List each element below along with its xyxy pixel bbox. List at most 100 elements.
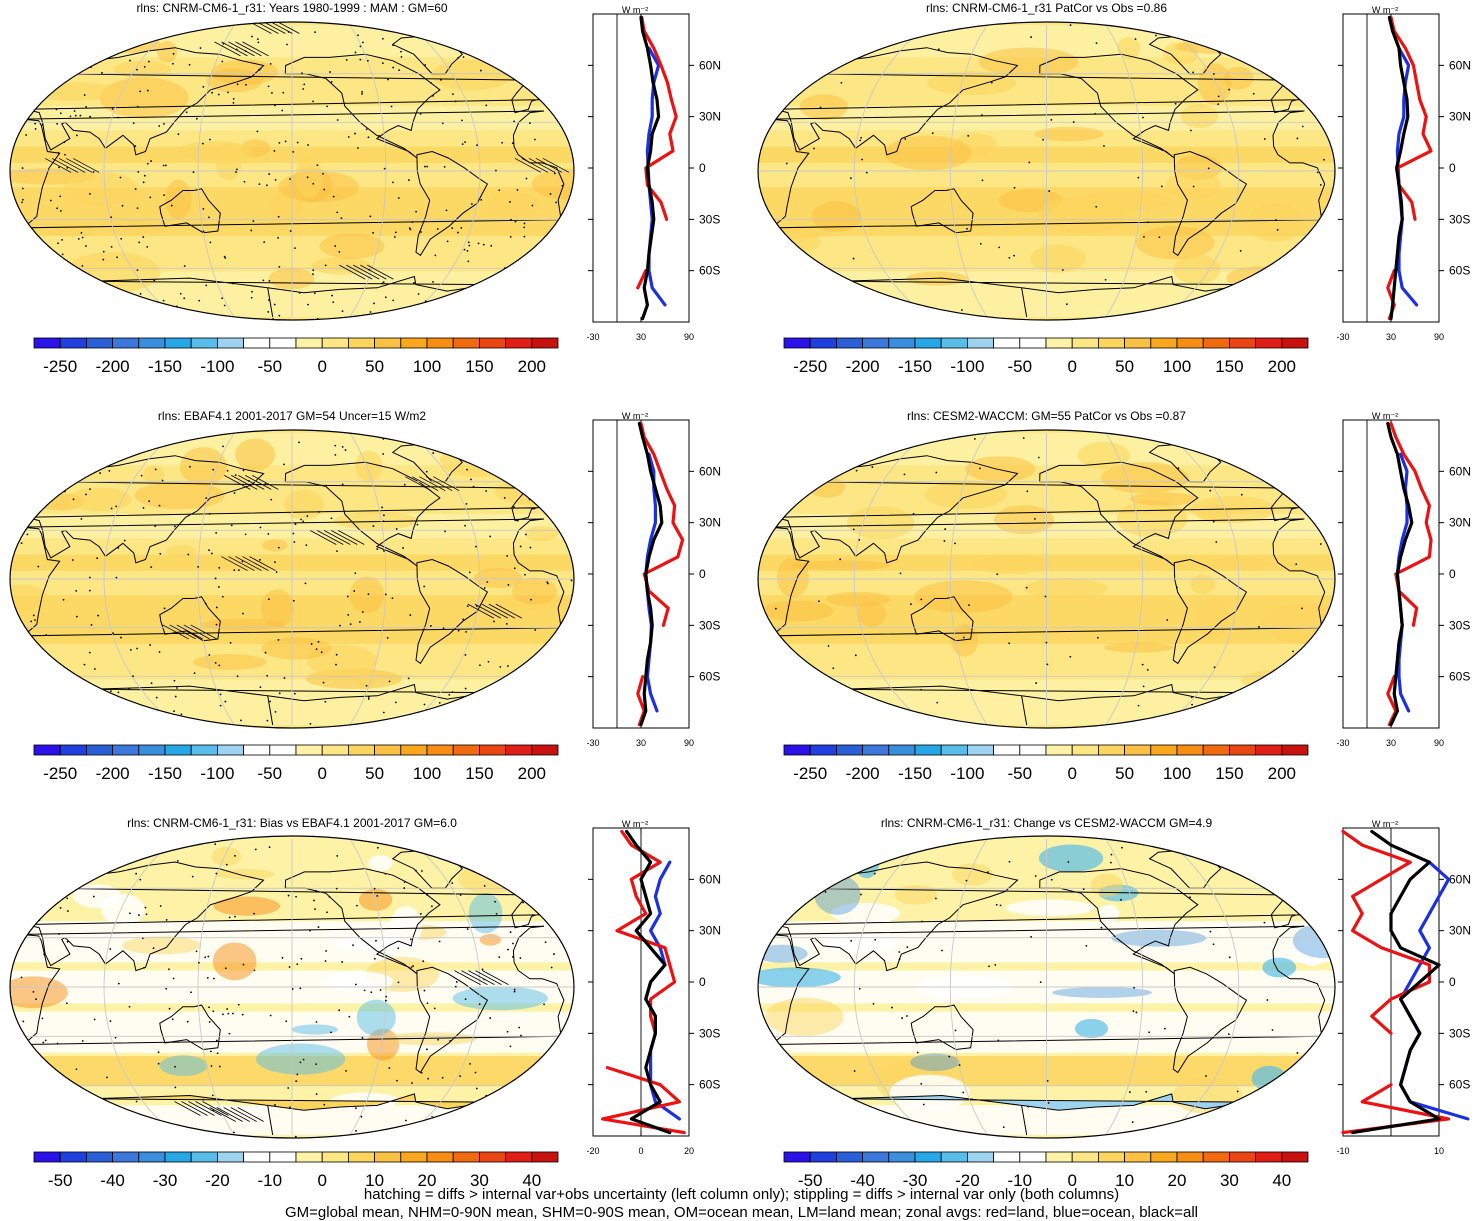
colorbar-tick-label: -200 [96, 764, 130, 783]
colorbar-swatch [190, 1151, 218, 1163]
colorbar-swatch [888, 337, 916, 349]
colorbar-swatch [164, 337, 192, 349]
coastline-namerica [1039, 461, 1199, 567]
map-outline [9, 429, 575, 729]
latitude-tick-label: 30N [1449, 924, 1471, 938]
colorbar: -250-200-150-100-50050100150200250 [33, 744, 559, 783]
latitude-tick-label: 60N [1449, 58, 1471, 72]
zonal-unit-label: W m⁻² [622, 411, 648, 421]
colorbar-tick-label: -30 [903, 1171, 928, 1190]
colorbar-swatch [400, 744, 428, 756]
colorbar-tick-label: 100 [1163, 764, 1191, 783]
colorbar-swatch [809, 744, 837, 756]
colorbar-swatch [164, 744, 192, 756]
zonal-unit-label: W m⁻² [1372, 411, 1398, 421]
colorbar-swatch [1097, 1151, 1125, 1163]
colorbar: -250-200-150-100-50050100150200250 [783, 744, 1309, 783]
colorbar-tick-label: 0 [1067, 764, 1076, 783]
latitude-tick-label: 60S [1449, 670, 1470, 684]
coastline-africa [21, 110, 565, 229]
colorbar-swatch [1071, 744, 1099, 756]
colorbar-swatch [914, 1151, 942, 1163]
colorbar-tick-label: -200 [846, 764, 880, 783]
colorbar-swatch [321, 744, 349, 756]
colorbar-swatch [59, 1151, 87, 1163]
latitude-tick-label: 60N [699, 872, 721, 886]
coastline-australia [159, 596, 221, 642]
all-zonal-line [1387, 15, 1410, 321]
colorbar-swatch [295, 337, 323, 349]
colorbar: -50-40-30-20-1001020304050 [783, 1151, 1309, 1190]
zonal-x-tick-label: 90 [684, 738, 694, 748]
latitude-tick-label: 30S [1449, 212, 1470, 226]
colorbar-swatch [374, 1151, 402, 1163]
colorbar-swatch [809, 1151, 837, 1163]
latitude-tick-label: 30N [1449, 110, 1471, 124]
coastline-australia [910, 188, 974, 234]
land-zonal-line [636, 269, 648, 290]
zonal-x-tick-label: 30 [636, 738, 646, 748]
colorbar-swatch [914, 337, 942, 349]
colorbar-swatch [1124, 337, 1152, 349]
colorbar-swatch [862, 337, 890, 349]
latitude-tick-label: 60N [1449, 872, 1471, 886]
coastline-samerica [415, 966, 489, 1074]
zonal-unit-label: W m⁻² [1372, 819, 1398, 829]
colorbar-tick-label: -50 [1008, 764, 1033, 783]
colorbar-swatch [112, 1151, 140, 1163]
colorbar-swatch [59, 337, 87, 349]
colorbar-tick-label: -200 [96, 357, 130, 376]
latitude-tick-label: 30S [1449, 618, 1470, 632]
map-title: rlns: CNRM-CM6-1_r31 PatCor vs Obs =0.86 [925, 1, 1168, 15]
colorbar-swatch [243, 337, 271, 349]
colorbar-swatch [1019, 1151, 1047, 1163]
colorbar-swatch [862, 1151, 890, 1163]
zonal-x-tick-label: 10 [1434, 1146, 1444, 1156]
colorbar-swatch [531, 337, 559, 349]
colorbar-tick-label: 30 [1220, 1171, 1239, 1190]
colorbar-tick-label: 200 [1268, 764, 1296, 783]
colorbar-tick-label: 30 [470, 1171, 489, 1190]
colorbar: -50-40-30-20-1001020304050 [33, 1151, 559, 1190]
colorbar-swatch [1019, 337, 1047, 349]
zonal-average-plot: W m⁻² 60N 30N 0 30S 60S -20 0 20 [586, 819, 721, 1156]
colorbar-tick-label: 20 [1168, 1171, 1187, 1190]
zonal-unit-label: W m⁻² [622, 819, 648, 829]
colorbar-swatch [1202, 744, 1230, 756]
latitude-tick-label: 0 [699, 567, 706, 581]
colorbar-swatch [478, 1151, 506, 1163]
latitude-tick-label: 0 [699, 975, 706, 989]
coastline-samerica [1172, 966, 1248, 1074]
colorbar-swatch [1281, 1151, 1309, 1163]
colorbar-tick-label: 100 [413, 764, 441, 783]
coastline-namerica [284, 868, 441, 975]
land-zonal-line [601, 1066, 686, 1135]
coastline-africa [769, 925, 1326, 1046]
zonal-x-tick-label: 30 [1386, 738, 1396, 748]
coastline-africa [769, 110, 1326, 229]
world-map [757, 429, 1336, 729]
world-map [757, 835, 1336, 1139]
world-map [9, 835, 575, 1139]
colorbar-tick-label: 10 [1115, 1171, 1134, 1190]
colorbar-swatch [400, 1151, 428, 1163]
zonal-x-tick-label: 30 [636, 332, 646, 342]
colorbar-swatch [426, 337, 454, 349]
map-title: rlns: CESM2-WACCM: GM=55 PatCor vs Obs =… [907, 409, 1186, 423]
zonal-average-plot: W m⁻² 60N 30N 0 30S 60S -30 30 90 [1336, 5, 1471, 342]
colorbar-swatch [862, 744, 890, 756]
colorbar-swatch [138, 1151, 166, 1163]
colorbar-swatch [1045, 337, 1073, 349]
colorbar-swatch [295, 1151, 323, 1163]
colorbar-swatch [478, 744, 506, 756]
all-zonal-line [625, 829, 672, 1135]
coastline-samerica [415, 150, 489, 257]
latitude-tick-label: 0 [1449, 567, 1456, 581]
colorbar-tick-label: 50 [365, 764, 384, 783]
zonal-x-tick-label: 30 [1386, 332, 1396, 342]
colorbar-swatch [426, 744, 454, 756]
colorbar-swatch [1150, 744, 1178, 756]
latitude-tick-label: 30N [699, 924, 721, 938]
zonal-x-tick-label: -10 [1336, 1146, 1349, 1156]
footnote-hatching: hatching = diffs > internal var+obs unce… [363, 1186, 1120, 1203]
